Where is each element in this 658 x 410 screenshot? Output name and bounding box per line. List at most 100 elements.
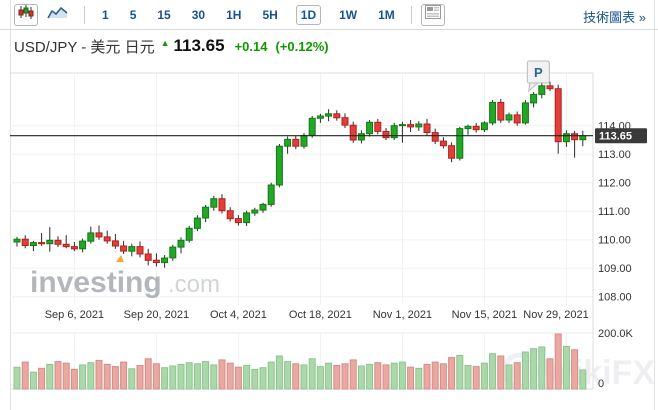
candle-body (341, 117, 349, 126)
candle-body (87, 232, 95, 242)
volume-bar (571, 349, 579, 390)
candle-body (267, 184, 275, 205)
volume-bar (316, 366, 324, 390)
candle-body (415, 123, 423, 128)
price-axis-label: 110.00 (598, 235, 631, 247)
volume-bar (70, 368, 78, 390)
price-axis-label: 111.00 (598, 206, 630, 218)
date-axis-label: Oct 18, 2021 (289, 309, 352, 321)
candle-body (407, 124, 415, 128)
price-axis-label: 108.00 (598, 292, 632, 304)
candle-body (423, 123, 431, 133)
p-event-marker[interactable] (526, 60, 550, 84)
investing-logo-accent (116, 255, 124, 262)
timeframe-1[interactable]: 1 (102, 7, 109, 22)
volume-bar (218, 359, 226, 390)
candle-body (62, 243, 70, 248)
candle-body (152, 259, 160, 263)
quote-header: USD/JPY - 美元 日元 ▲ 113.65 +0.14 (+0.12%) (14, 30, 329, 62)
pair-title: USD/JPY - 美元 日元 (14, 38, 155, 56)
volume-bar (448, 357, 456, 390)
volume-bar (366, 363, 374, 390)
widget-left-border (10, 0, 11, 410)
volume-bar (177, 363, 185, 390)
volume-bar (538, 346, 546, 390)
timeframe-1w[interactable]: 1W (339, 7, 358, 22)
volume-bar (472, 366, 480, 390)
candle-body (103, 236, 111, 242)
p-event-marker-label: P (534, 65, 543, 80)
volume-bar (38, 367, 46, 390)
volume-bar (259, 367, 267, 390)
candle-body (530, 93, 538, 104)
date-axis-label: Oct 4, 2021 (210, 309, 267, 321)
timeframe-1m[interactable]: 1M (378, 7, 395, 22)
volume-bar (300, 364, 308, 390)
volume-bar (497, 355, 505, 390)
candle-body (538, 85, 546, 95)
candle-body (128, 246, 136, 252)
timeframe-5[interactable]: 5 (129, 7, 137, 22)
last-price-badge-label: 113.65 (599, 131, 632, 143)
candle-body (357, 133, 365, 141)
timeframe-15[interactable]: 15 (157, 7, 171, 22)
technical-chart-link[interactable]: 技術圖表 » (583, 10, 646, 25)
volume-bar (554, 333, 562, 390)
price-change: +0.14 (234, 38, 268, 54)
volume-bar (505, 364, 513, 390)
candle-body (333, 113, 341, 119)
candle-body (316, 115, 324, 119)
volume-bar (46, 363, 54, 390)
timeframe-5h[interactable]: 5H (262, 7, 278, 22)
date-axis-label: Nov 1, 2021 (373, 309, 432, 321)
candle-body (300, 134, 308, 147)
volume-bar (374, 362, 382, 390)
candle-body (456, 128, 464, 159)
candle-body (571, 133, 579, 141)
volume-bar (341, 363, 349, 390)
candle-body (218, 198, 226, 212)
candle-body (579, 135, 587, 141)
candle-body (70, 246, 78, 250)
candle-body (46, 239, 54, 245)
candle-body (13, 238, 21, 243)
volume-bar (349, 359, 357, 390)
volume-bar (185, 362, 193, 390)
volume-bar (111, 366, 119, 390)
volume-bar (390, 362, 398, 390)
volume-bar (464, 365, 472, 390)
investing-watermark-suffix: .com (168, 271, 220, 298)
candle-body (111, 240, 119, 247)
candlestick-chart[interactable]: investing .comWikiFX114.00113.00112.00111… (0, 56, 658, 410)
news-layout-icon (424, 5, 441, 24)
line-chart-button[interactable] (46, 4, 70, 26)
toolbar-separator (84, 5, 85, 24)
volume-bar (243, 365, 251, 390)
volume-bar (87, 362, 95, 390)
volume-bar (398, 361, 406, 390)
volume-bar (144, 358, 152, 390)
candle-body (54, 239, 62, 245)
timeframe-30[interactable]: 30 (191, 7, 206, 22)
candle-body (259, 203, 267, 211)
timeframe-1h[interactable]: 1H (226, 7, 242, 22)
volume-bar (333, 365, 341, 390)
volume-bar (431, 361, 439, 390)
candle-body (210, 198, 218, 208)
volume-bar (161, 367, 169, 390)
volume-bar (521, 351, 529, 390)
candlestick-chart-button[interactable] (14, 3, 38, 26)
candle-body (193, 217, 201, 229)
candle-body (292, 138, 300, 147)
candle-body (29, 242, 37, 247)
candle-body (464, 125, 472, 130)
volume-bar (95, 359, 103, 390)
volume-bar (136, 365, 144, 390)
volume-bar (79, 364, 87, 390)
candle-body (95, 232, 103, 238)
up-arrow-icon: ▲ (160, 38, 170, 48)
candle-body (284, 138, 292, 147)
volume-bar (226, 362, 234, 390)
news-view-button[interactable] (420, 3, 445, 26)
timeframe-1d[interactable]: 1D (295, 4, 322, 25)
